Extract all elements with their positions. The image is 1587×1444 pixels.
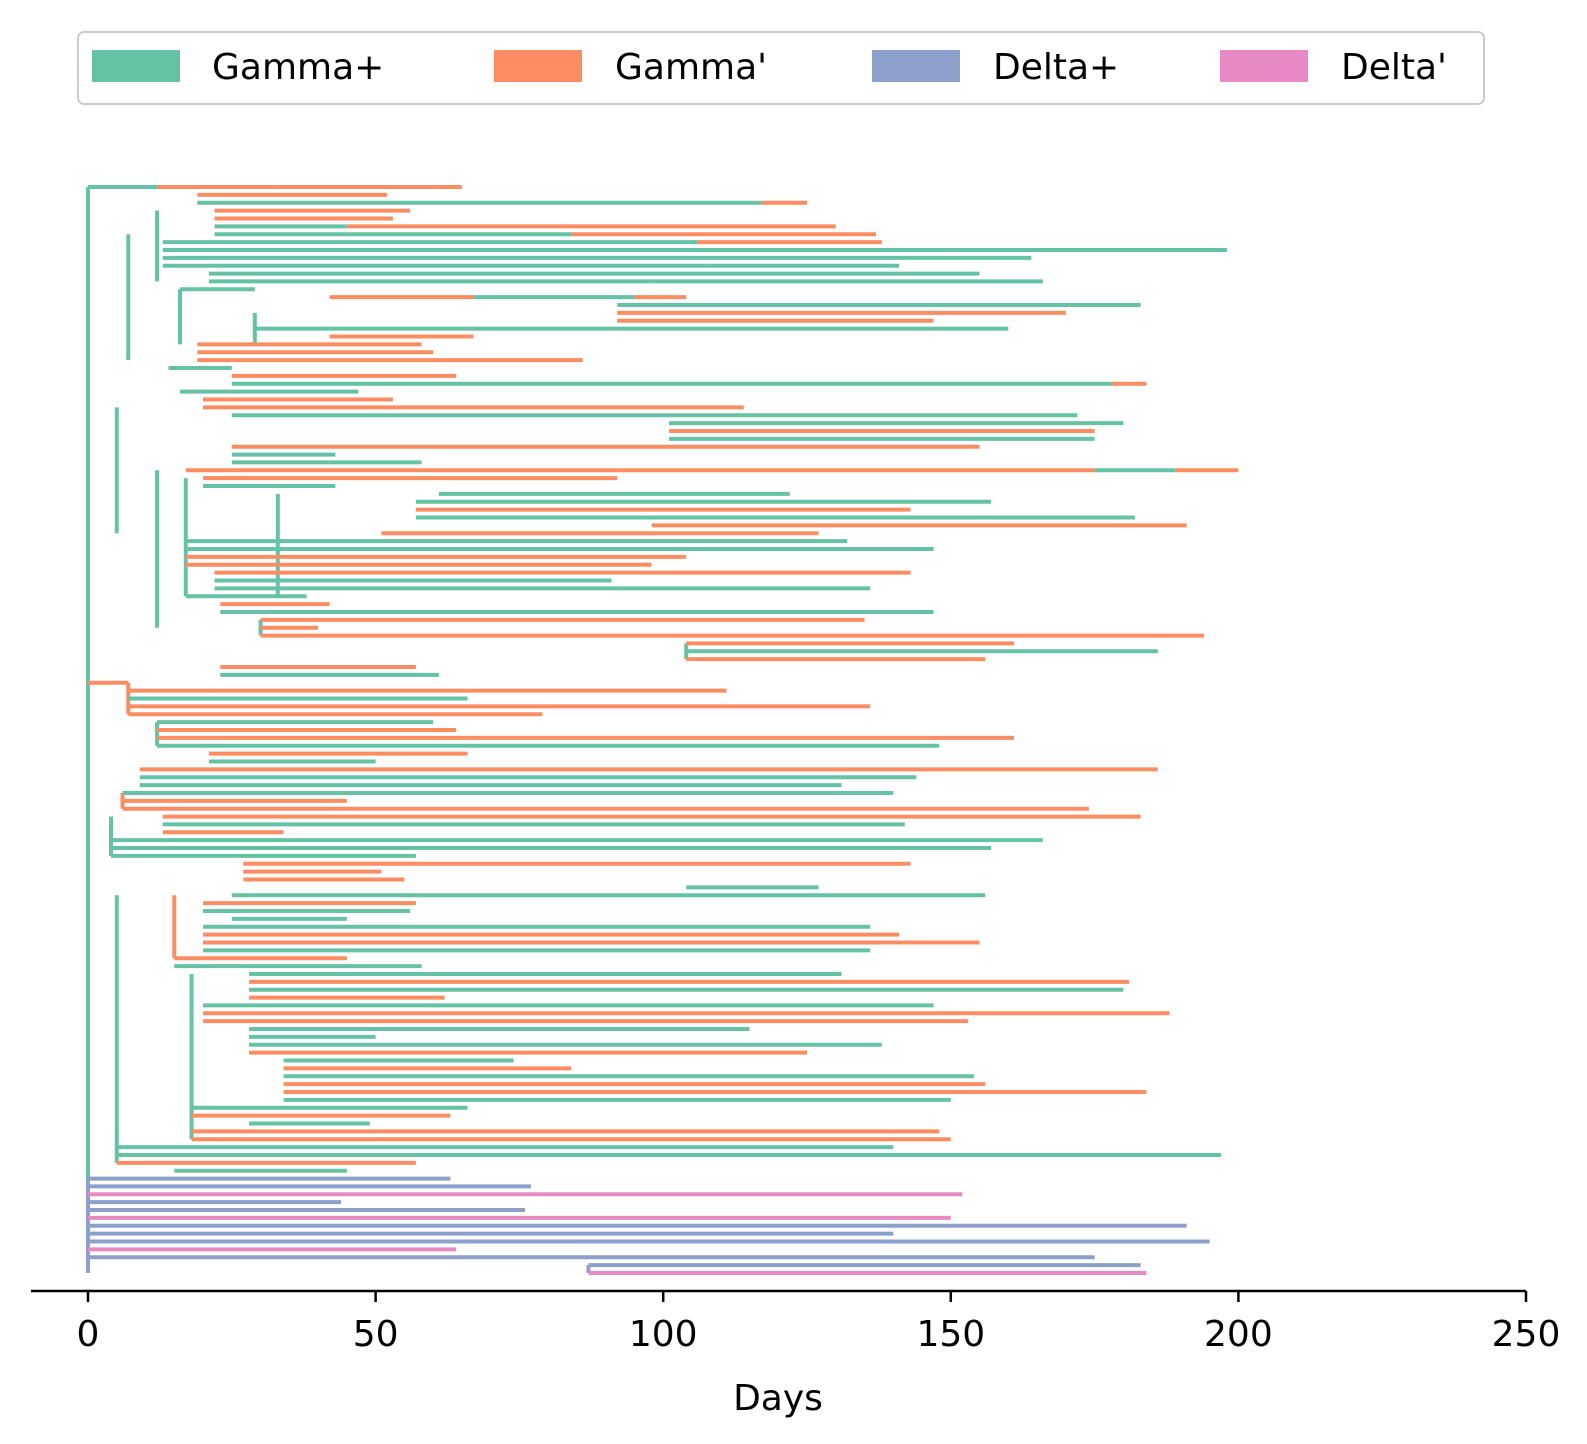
legend-swatch-gamma-prime — [494, 50, 582, 82]
legend-label-delta-plus: Delta+ — [993, 47, 1119, 88]
x-tick-label: 0 — [77, 1314, 100, 1355]
legend-swatch-gamma-plus — [92, 50, 180, 82]
x-tick-label: 200 — [1204, 1314, 1273, 1355]
x-tick-label: 50 — [353, 1314, 399, 1355]
tree-branches — [86, 185, 1239, 1275]
x-axis-ticks: 0 50 100 150 200 250 — [77, 1291, 1561, 1355]
legend: Gamma+ Gamma' Delta+ Delta' — [77, 31, 1485, 105]
legend-label-gamma-plus: Gamma+ — [212, 47, 384, 88]
x-axis: 0 50 100 150 200 250 Days — [31, 1289, 1561, 1419]
legend-swatch-delta-plus — [872, 50, 960, 82]
x-tick-label: 100 — [629, 1314, 698, 1355]
x-axis-label: Days — [733, 1378, 823, 1419]
legend-box — [77, 31, 1485, 105]
x-tick-label: 150 — [916, 1314, 985, 1355]
legend-swatch-delta-prime — [1220, 50, 1308, 82]
legend-label-gamma-prime: Gamma' — [615, 47, 767, 88]
legend-label-delta-prime: Delta' — [1341, 47, 1447, 88]
x-tick-label: 250 — [1492, 1314, 1561, 1355]
